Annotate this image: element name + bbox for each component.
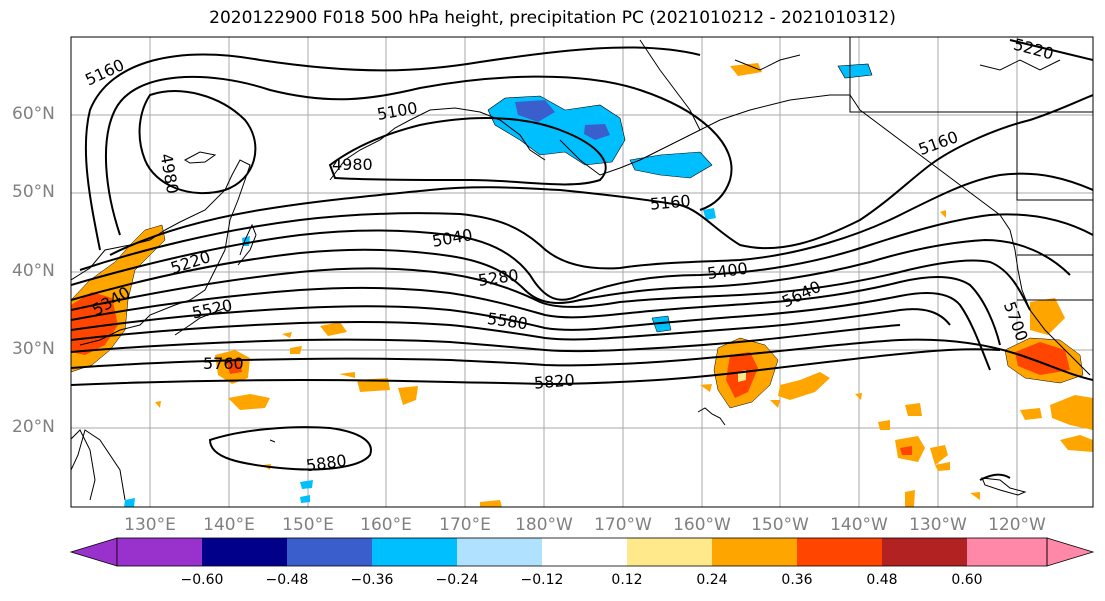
contour-label: 5640 bbox=[779, 277, 824, 311]
colorbar-extend-low bbox=[69, 537, 118, 567]
colorbar-tick-label: −0.12 bbox=[520, 572, 564, 588]
colorbar-tick-label: 0.60 bbox=[951, 572, 983, 588]
colorbar-tick-label: 0.48 bbox=[866, 572, 898, 588]
lon-label: 160°E bbox=[360, 515, 412, 535]
map-title: 2020122900 F018 500 hPa height, precipit… bbox=[209, 8, 896, 28]
lon-label: 130°W bbox=[909, 515, 967, 535]
contour-label: 5220 bbox=[1011, 35, 1055, 64]
colorbar-extend-high bbox=[1046, 537, 1095, 567]
colorbar-tick-label: −0.36 bbox=[350, 572, 394, 588]
contour-label: 5220 bbox=[168, 247, 213, 278]
height-contours bbox=[71, 39, 1093, 481]
colorbar bbox=[69, 537, 1095, 567]
lat-label: 40°N bbox=[12, 261, 55, 281]
lon-label: 120°W bbox=[988, 515, 1046, 535]
precip-positive bbox=[71, 63, 1093, 507]
contour-label: 5880 bbox=[305, 451, 348, 475]
lat-label: 20°N bbox=[12, 417, 55, 437]
contour-label: 4980 bbox=[332, 155, 373, 174]
contour-label: 5280 bbox=[477, 265, 520, 289]
lon-label: 150°E bbox=[282, 515, 334, 535]
lon-label: 160°W bbox=[673, 515, 731, 535]
lon-label: 180°W bbox=[515, 515, 573, 535]
contour-label: 5100 bbox=[376, 98, 419, 124]
contour-label: 4980 bbox=[157, 152, 183, 195]
colorbar-tick-label: 0.36 bbox=[781, 572, 813, 588]
colorbar-tick-label: 0.24 bbox=[696, 572, 728, 588]
contour-label: 5160 bbox=[649, 191, 691, 213]
contour-label: 5400 bbox=[706, 259, 749, 283]
lat-label: 50°N bbox=[12, 182, 55, 202]
coastlines bbox=[71, 37, 1093, 501]
lat-label: 30°N bbox=[12, 339, 55, 359]
colorbar-tick-label: −0.48 bbox=[265, 572, 309, 588]
contour-label: 5820 bbox=[533, 370, 575, 392]
contour-label: 5760 bbox=[203, 354, 244, 373]
lon-label: 170°W bbox=[594, 515, 652, 535]
contour-label: 5040 bbox=[431, 225, 474, 251]
lon-label: 170°E bbox=[439, 515, 491, 535]
colorbar-tick-label: −0.24 bbox=[435, 572, 479, 588]
colorbar-tick-label: −0.60 bbox=[180, 572, 224, 588]
lon-label: 140°W bbox=[830, 515, 888, 535]
lat-label: 60°N bbox=[12, 104, 55, 124]
lon-label: 130°E bbox=[124, 515, 176, 535]
lon-label: 150°W bbox=[751, 515, 809, 535]
lon-label: 140°E bbox=[203, 515, 255, 535]
precip-negative bbox=[124, 63, 873, 507]
colorbar-tick-label: 0.12 bbox=[611, 572, 643, 588]
map-frame bbox=[70, 36, 1094, 508]
contour-label: 5160 bbox=[82, 55, 127, 89]
